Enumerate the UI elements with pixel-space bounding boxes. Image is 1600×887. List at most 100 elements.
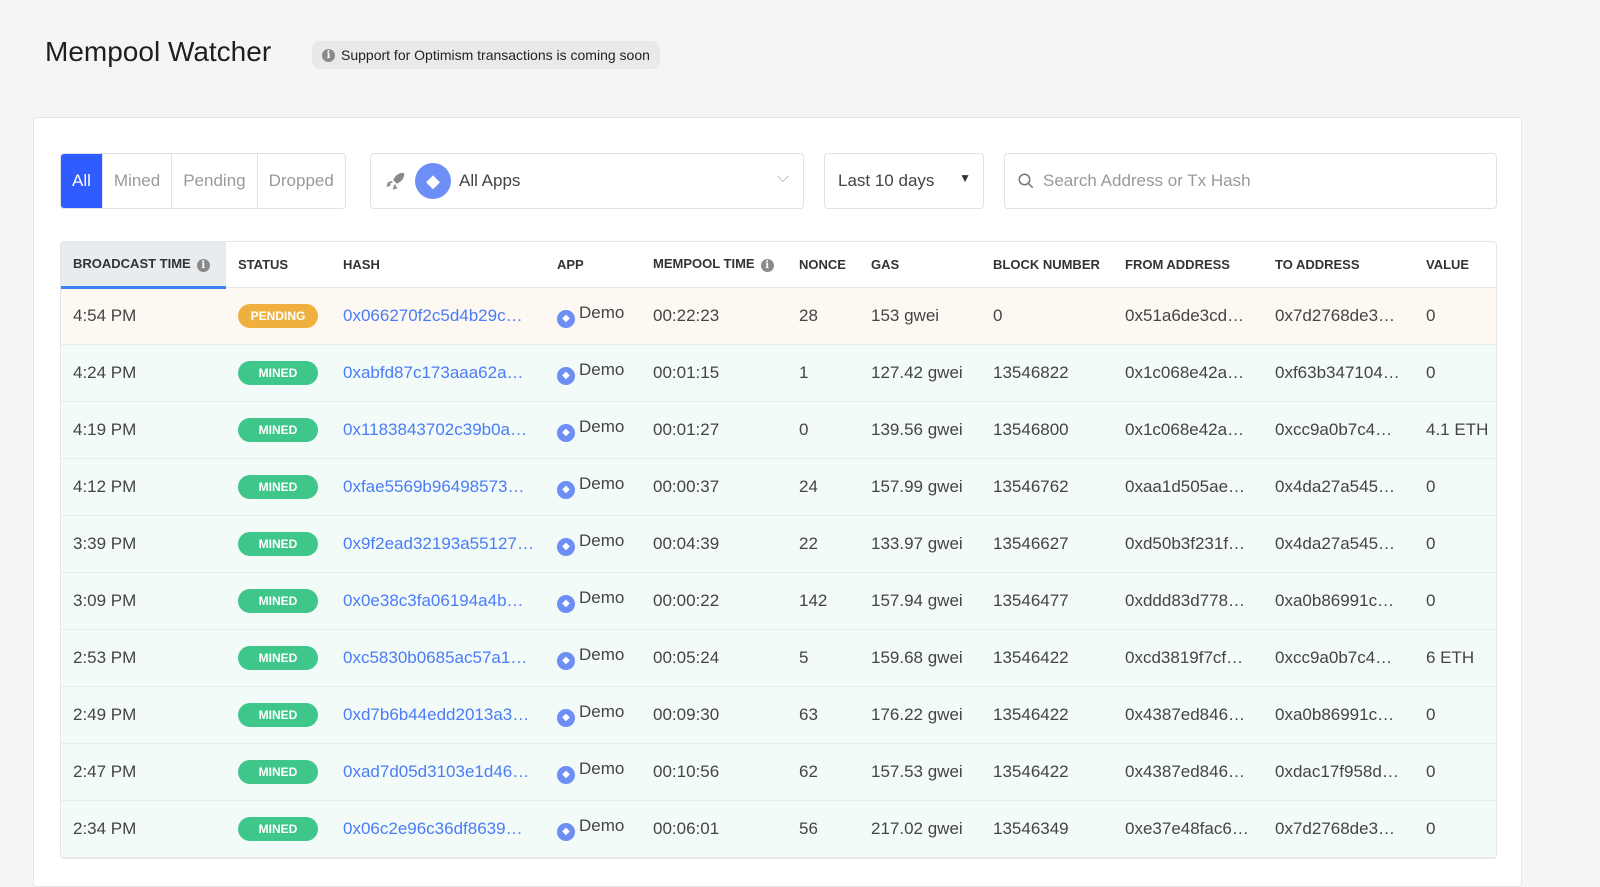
cell-app: ◆ Demo — [545, 743, 641, 801]
cell-from: 0x51a6de3cd… — [1113, 287, 1263, 345]
info-icon[interactable]: i — [760, 259, 774, 273]
nonce-value: 142 — [799, 590, 828, 610]
hash-link[interactable]: 0xabfd87c173aaa62a… — [343, 362, 524, 382]
cell-hash: 0xc5830b0685ac57a1… — [331, 629, 545, 687]
cell-to: 0x4da27a545… — [1263, 458, 1414, 516]
column-header[interactable]: STATUS — [226, 242, 331, 288]
column-header-label: VALUE — [1426, 256, 1470, 272]
cell-gas: 157.94 gwei — [859, 572, 981, 630]
cell-to: 0x7d2768de3… — [1263, 800, 1414, 858]
app-value: Demo — [579, 303, 625, 323]
nonce-value: 5 — [799, 647, 809, 667]
cell-block: 13546422 — [981, 686, 1113, 744]
column-header[interactable]: NONCE — [787, 242, 859, 288]
table-row[interactable]: 2:47 PM MINED 0xad7d05d3103e1d46… ◆ Demo 00:1… — [61, 743, 1496, 801]
table-row[interactable]: 4:12 PM MINED 0xfae5569b96498573… ◆ Demo 00:0… — [61, 458, 1496, 516]
ethereum-icon: ◆ — [557, 366, 575, 385]
column-header[interactable]: BROADCAST TIME i — [61, 242, 226, 289]
column-header[interactable]: VALUE — [1414, 242, 1496, 288]
ethereum-icon: ◆ — [557, 480, 575, 499]
column-header-label: STATUS — [238, 256, 289, 272]
column-header[interactable]: APP — [545, 242, 641, 288]
column-header[interactable]: GAS — [859, 242, 981, 288]
date-range-value: Last 10 days — [838, 171, 935, 190]
cell-status: MINED — [226, 800, 331, 858]
time-value: 4:19 PM — [73, 419, 137, 439]
cell-mempool: 00:09:30 — [641, 686, 787, 744]
info-icon[interactable]: i — [196, 258, 210, 272]
table-row[interactable]: 2:49 PM MINED 0xd7b6b44edd2013a3… ◆ Demo 00:0… — [61, 686, 1496, 744]
info-icon: i — [322, 48, 335, 62]
cell-value: 0 — [1414, 800, 1496, 858]
cell-value: 4.1 ETH — [1414, 401, 1496, 459]
to-value: 0x7d2768de3… — [1275, 818, 1396, 838]
column-header[interactable]: TO ADDRESS — [1263, 242, 1414, 288]
rocket-icon — [386, 172, 405, 190]
search-input[interactable] — [1043, 171, 1463, 191]
hash-link[interactable]: 0xfae5569b96498573… — [343, 476, 525, 496]
cell-status: MINED — [226, 401, 331, 459]
cell-from: 0xaa1d505ae… — [1113, 458, 1263, 516]
app-select-value: All Apps — [459, 171, 521, 190]
hash-link[interactable]: 0xad7d05d3103e1d46… — [343, 761, 530, 781]
nonce-value: 22 — [799, 533, 818, 553]
nonce-value: 62 — [799, 761, 818, 781]
from-value: 0x1c068e42a… — [1125, 362, 1245, 382]
status-badge: MINED — [238, 645, 318, 670]
hash-link[interactable]: 0x06c2e96c36df8639… — [343, 818, 523, 838]
table-row[interactable]: 2:34 PM MINED 0x06c2e96c36df8639… ◆ Demo 00:0… — [61, 800, 1496, 858]
column-header-label: HASH — [343, 256, 380, 272]
app-select[interactable]: ◆ All Apps ⌵ — [370, 153, 804, 209]
table-row[interactable]: 4:54 PM PENDING 0x066270f2c5d4b29c… ◆ Demo 00… — [61, 287, 1496, 345]
column-header[interactable]: HASH — [331, 242, 545, 288]
gas-value: 153 gwei — [871, 305, 940, 325]
hash-link[interactable]: 0x066270f2c5d4b29c… — [343, 305, 523, 325]
ethereum-icon: ◆ — [557, 594, 575, 613]
cell-status: MINED — [226, 344, 331, 402]
date-range-select[interactable]: Last 10 days ▼ — [824, 153, 984, 209]
cell-to: 0x7d2768de3… — [1263, 287, 1414, 345]
cell-value: 0 — [1414, 458, 1496, 516]
time-value: 2:34 PM — [73, 818, 137, 838]
table-row[interactable]: 3:39 PM MINED 0x9f2ead32193a55127… ◆ Demo 00:… — [61, 515, 1496, 573]
tab-dropped[interactable]: Dropped — [256, 154, 345, 208]
cell-to: 0xf63b347104… — [1263, 344, 1414, 402]
hash-link[interactable]: 0x0e38c3fa06194a4b… — [343, 590, 524, 610]
hash-link[interactable]: 0x1183843702c39b0a… — [343, 419, 528, 439]
tab-all[interactable]: All — [61, 154, 102, 208]
table-row[interactable]: 4:19 PM MINED 0x1183843702c39b0a… ◆ Demo 00:0… — [61, 401, 1496, 459]
nonce-value: 0 — [799, 419, 809, 439]
ethereum-icon: ◆ — [557, 309, 575, 328]
tab-pending[interactable]: Pending — [171, 154, 256, 208]
cell-time: 2:49 PM — [61, 686, 226, 744]
column-header[interactable]: BLOCK NUMBER — [981, 242, 1113, 288]
from-value: 0xaa1d505ae… — [1125, 476, 1246, 496]
cell-nonce: 62 — [787, 743, 859, 801]
hash-link[interactable]: 0xc5830b0685ac57a1… — [343, 647, 528, 667]
from-value: 0x51a6de3cd… — [1125, 305, 1245, 325]
app-value: Demo — [579, 816, 625, 836]
hash-link[interactable]: 0x9f2ead32193a55127… — [343, 533, 534, 553]
column-header[interactable]: FROM ADDRESS — [1113, 242, 1263, 288]
column-header-label: BLOCK NUMBER — [993, 256, 1100, 272]
cell-mempool: 00:06:01 — [641, 800, 787, 858]
transactions-table: BROADCAST TIME i STATUS HASH APP MEMPOOL TIME… — [60, 241, 1497, 859]
gas-value: 159.68 gwei — [871, 647, 963, 667]
notice-text: Support for Optimism transactions is com… — [341, 47, 650, 63]
table-row[interactable]: 2:53 PM MINED 0xc5830b0685ac57a1… ◆ Demo 00:0… — [61, 629, 1496, 687]
tab-mined[interactable]: Mined — [101, 154, 171, 208]
hash-link[interactable]: 0xd7b6b44edd2013a3… — [343, 704, 530, 724]
mempool-value: 00:04:39 — [653, 533, 720, 553]
table-row[interactable]: 3:09 PM MINED 0x0e38c3fa06194a4b… ◆ Demo 00:0… — [61, 572, 1496, 630]
cell-status: PENDING — [226, 287, 331, 345]
from-value: 0x4387ed846… — [1125, 761, 1246, 781]
column-header[interactable]: MEMPOOL TIME i — [641, 242, 787, 288]
cell-to: 0xdac17f958d… — [1263, 743, 1414, 801]
table-row[interactable]: 4:24 PM MINED 0xabfd87c173aaa62a… ◆ Demo 00:0… — [61, 344, 1496, 402]
gas-value: 176.22 gwei — [871, 704, 963, 724]
to-value: 0xdac17f958d… — [1275, 761, 1399, 781]
block-value: 13546422 — [993, 704, 1069, 724]
cell-nonce: 0 — [787, 401, 859, 459]
cell-time: 2:34 PM — [61, 800, 226, 858]
cell-time: 4:12 PM — [61, 458, 226, 516]
